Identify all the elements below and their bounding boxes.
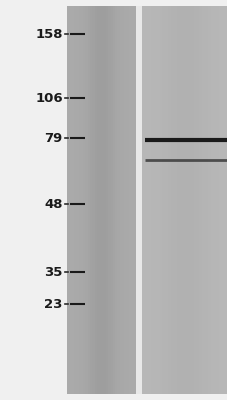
FancyBboxPatch shape — [176, 6, 179, 394]
Text: 158: 158 — [35, 28, 62, 40]
FancyBboxPatch shape — [87, 6, 90, 394]
FancyBboxPatch shape — [112, 6, 115, 394]
Text: 48: 48 — [44, 198, 62, 210]
FancyBboxPatch shape — [190, 6, 193, 394]
FancyBboxPatch shape — [67, 6, 135, 394]
Text: 79: 79 — [44, 132, 62, 144]
FancyBboxPatch shape — [135, 6, 142, 394]
Text: 106: 106 — [35, 92, 62, 104]
FancyBboxPatch shape — [187, 6, 190, 394]
FancyBboxPatch shape — [182, 6, 184, 394]
FancyBboxPatch shape — [103, 6, 106, 394]
FancyBboxPatch shape — [101, 6, 103, 394]
FancyBboxPatch shape — [94, 6, 96, 394]
FancyBboxPatch shape — [96, 6, 99, 394]
FancyBboxPatch shape — [173, 6, 176, 394]
Text: 23: 23 — [44, 298, 62, 310]
FancyBboxPatch shape — [106, 6, 108, 394]
FancyBboxPatch shape — [193, 6, 196, 394]
FancyBboxPatch shape — [67, 6, 227, 394]
FancyBboxPatch shape — [170, 6, 173, 394]
FancyBboxPatch shape — [196, 6, 199, 394]
FancyBboxPatch shape — [110, 6, 112, 394]
FancyBboxPatch shape — [184, 6, 187, 394]
FancyBboxPatch shape — [179, 6, 182, 394]
FancyBboxPatch shape — [99, 6, 101, 394]
FancyBboxPatch shape — [108, 6, 110, 394]
FancyBboxPatch shape — [92, 6, 94, 394]
FancyBboxPatch shape — [142, 6, 227, 394]
FancyBboxPatch shape — [90, 6, 92, 394]
Text: 35: 35 — [44, 266, 62, 278]
